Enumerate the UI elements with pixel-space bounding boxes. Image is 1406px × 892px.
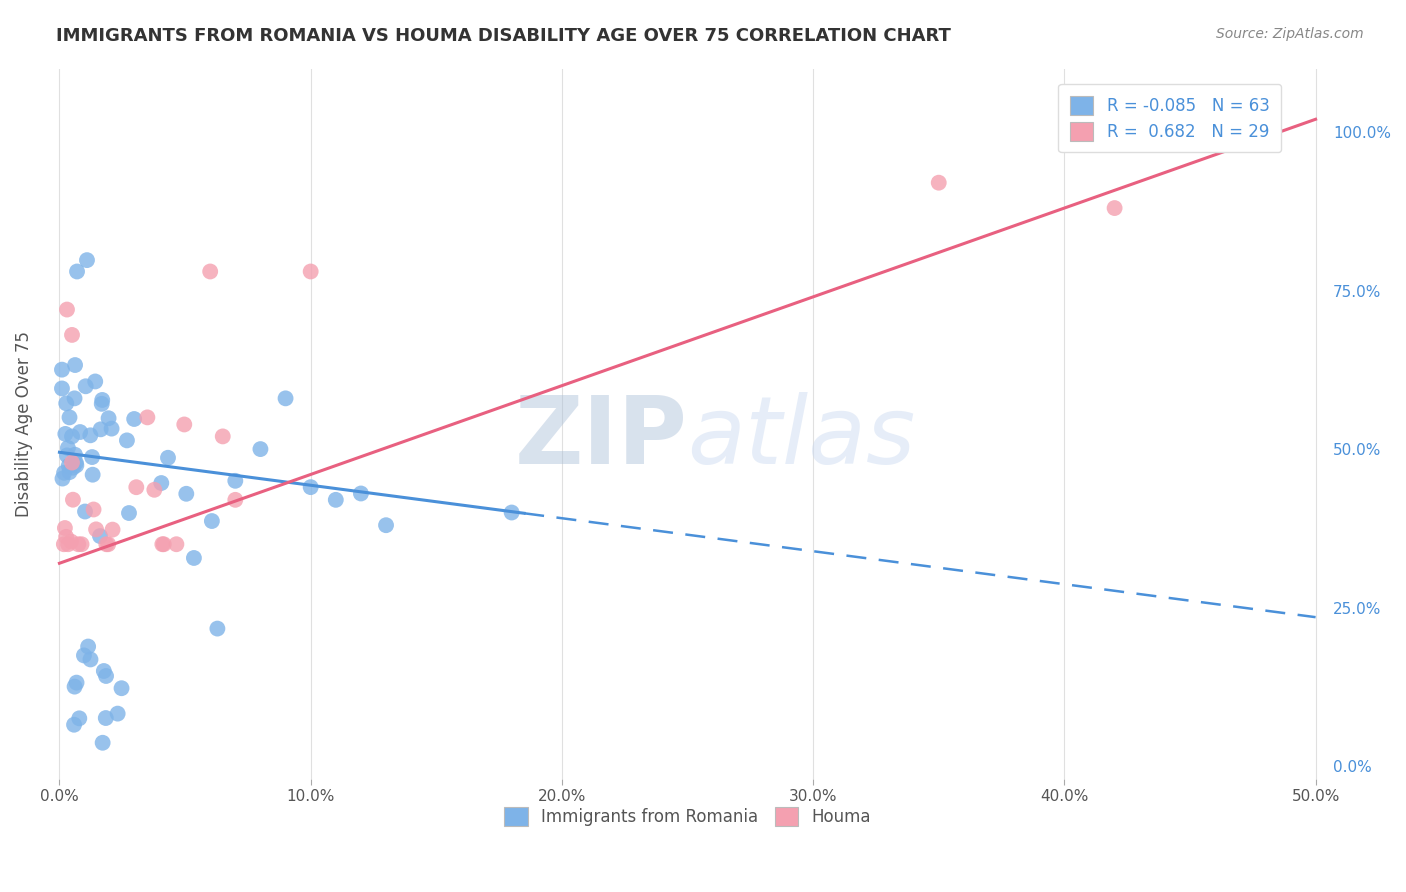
Point [94, 711, 117, 725]
Point [65, 456, 87, 470]
Point [125, 480, 148, 494]
Point [67, 537, 90, 551]
Point [58, 465, 80, 479]
Point [91, 392, 114, 407]
Point [156, 450, 179, 465]
Point [93, 664, 115, 678]
Point [207, 622, 229, 636]
Point [56, 302, 79, 317]
Point [65, 458, 87, 473]
Point [94, 669, 117, 683]
Point [325, 492, 347, 507]
Point [73, 504, 96, 518]
Point [211, 429, 233, 443]
Text: ZIP: ZIP [515, 392, 688, 484]
Point [96, 537, 118, 551]
Point [79, 652, 101, 666]
Point [56, 441, 79, 455]
Point [150, 537, 173, 551]
Point [143, 483, 166, 497]
Y-axis label: Disability Age Over 75: Disability Age Over 75 [15, 331, 32, 516]
Point [118, 506, 141, 520]
Point [136, 410, 159, 425]
Point [69, 425, 91, 439]
Point [299, 264, 322, 278]
Point [55, 530, 77, 544]
Point [62, 492, 84, 507]
Point [67, 711, 90, 725]
Point [58, 458, 80, 473]
Text: Source: ZipAtlas.com: Source: ZipAtlas.com [1216, 27, 1364, 41]
Point [65, 675, 87, 690]
Point [350, 486, 373, 500]
Point [201, 514, 224, 528]
Point [76, 253, 98, 268]
Point [224, 474, 246, 488]
Point [51, 362, 73, 376]
Point [249, 442, 271, 456]
Point [165, 537, 187, 551]
Point [198, 264, 221, 278]
Legend: Immigrants from Romania, Houma: Immigrants from Romania, Houma [496, 798, 879, 835]
Point [56, 537, 79, 551]
Point [60, 429, 83, 443]
Point [90, 422, 112, 436]
Point [55, 396, 77, 410]
Point [60, 327, 83, 342]
Point [173, 417, 195, 432]
Point [115, 434, 138, 448]
Point [60, 456, 83, 470]
Point [150, 476, 173, 491]
Point [152, 537, 174, 551]
Point [299, 480, 322, 494]
Point [63, 448, 86, 462]
Point [63, 392, 86, 406]
Point [75, 379, 97, 393]
Text: atlas: atlas [688, 392, 915, 483]
Point [56, 449, 79, 463]
Point [183, 551, 205, 566]
Point [84, 375, 107, 389]
Point [51, 381, 73, 395]
Point [501, 506, 523, 520]
Point [89, 529, 111, 543]
Point [274, 392, 297, 406]
Point [82, 450, 104, 464]
Point [70, 537, 93, 551]
Point [51, 472, 73, 486]
Point [101, 523, 124, 537]
Point [90, 397, 112, 411]
Point [63, 717, 86, 731]
Point [97, 411, 120, 425]
Point [100, 422, 122, 436]
Point [91, 736, 114, 750]
Point [62, 460, 84, 475]
Point [63, 358, 86, 372]
Point [107, 706, 129, 721]
Point [66, 264, 89, 278]
Point [58, 410, 80, 425]
Point [53, 466, 76, 480]
Point [224, 492, 246, 507]
Point [928, 176, 950, 190]
Point [84, 522, 107, 536]
Point [52, 537, 75, 551]
Point [375, 518, 398, 533]
Point [110, 681, 132, 696]
Point [53, 426, 76, 441]
Point [82, 467, 104, 482]
Point [63, 680, 86, 694]
Text: IMMIGRANTS FROM ROMANIA VS HOUMA DISABILITY AGE OVER 75 CORRELATION CHART: IMMIGRANTS FROM ROMANIA VS HOUMA DISABIL… [56, 27, 950, 45]
Point [60, 534, 83, 549]
Point [1104, 201, 1126, 215]
Point [83, 502, 105, 516]
Point [79, 428, 101, 442]
Point [53, 521, 76, 535]
Point [73, 648, 96, 663]
Point [97, 537, 120, 551]
Point [176, 487, 198, 501]
Point [77, 640, 100, 654]
Point [122, 412, 145, 426]
